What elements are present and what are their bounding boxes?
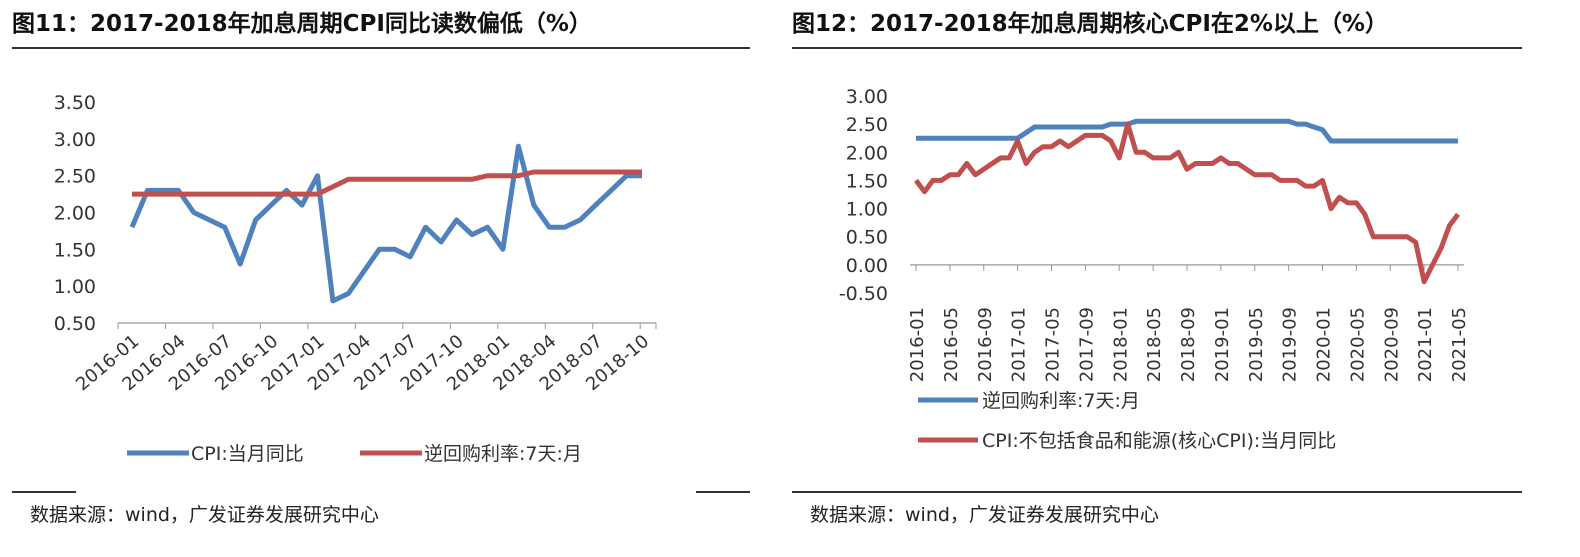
x-tick-label: 2017-09 [1076, 307, 1097, 382]
figure-11-title: 图11：2017-2018年加息周期CPI同比读数偏低（%） [12, 11, 592, 37]
y-tick-label: 1.00 [846, 199, 888, 221]
figure-11-chart: 3.503.002.502.001.501.000.502016-012016-… [54, 92, 657, 465]
figure-11-source-rule-right [696, 491, 750, 493]
x-tick-label: 2019-09 [1280, 307, 1301, 382]
x-tick-label: 2020-01 [1314, 307, 1335, 382]
x-tick-label: 2018-01 [1110, 307, 1131, 382]
y-tick-label: 1.50 [54, 239, 96, 261]
figure-12-panel: 图12：2017-2018年加息周期核心CPI在2%以上（%） 3.00 2.50… [792, 0, 1532, 557]
x-tick-label: 2018-09 [1178, 307, 1199, 382]
y-tick-label: 0.00 [846, 255, 888, 277]
y-tick-label: 3.00 [54, 129, 96, 151]
x-tick-label: 2016-09 [975, 307, 996, 382]
y-tick-label: 1.00 [54, 276, 96, 298]
legend-label-2: CPI:不包括食品和能源(核心CPI):当月同比 [982, 430, 1336, 452]
y-tick-label: 2.00 [846, 142, 888, 164]
figure-12-source-rule [792, 491, 1522, 493]
x-tick-label: 2016-01 [907, 307, 928, 382]
x-tick-label: 2021-05 [1449, 307, 1470, 382]
y-tick-label: 1.50 [846, 170, 888, 192]
x-tick-label: 2017-01 [1009, 307, 1030, 382]
x-tick-label: 2016-05 [941, 307, 962, 382]
figure-12-source: 数据来源：wind，广发证券发展研究中心 [810, 504, 1159, 526]
x-tick-label: 2019-05 [1246, 307, 1267, 382]
legend-label-1: CPI:当月同比 [191, 443, 304, 465]
x-tick-label: 2021-01 [1415, 307, 1436, 382]
figure-11-panel: 图11：2017-2018年加息周期CPI同比读数偏低（%） 3.50 3.00 2… [12, 0, 762, 557]
y-tick-label: -0.50 [839, 283, 888, 305]
x-tick-label: 2017-05 [1043, 307, 1064, 382]
series-line-2 [914, 121, 1460, 285]
y-tick-label: 2.50 [846, 114, 888, 136]
series-line-2 [132, 169, 642, 197]
series-line-1 [129, 143, 642, 304]
y-tick-label: 3.50 [54, 92, 96, 114]
x-tick-label: 2020-05 [1347, 307, 1368, 382]
legend-label-2: 逆回购利率:7天:月 [424, 443, 582, 465]
y-tick-label: 3.00 [846, 86, 888, 108]
figure-12-title: 图12：2017-2018年加息周期核心CPI在2%以上（%） [792, 11, 1388, 37]
figure-12-title-rule [792, 47, 1522, 49]
figure-12-chart: 3.00 2.50 2.00 1.50 1.00 0.50 0.00 -0.50 2016-01… [839, 86, 1470, 452]
y-tick-label: 2.50 [54, 166, 96, 188]
figure-11-source: 数据来源：wind，广发证券发展研究中心 [30, 504, 379, 526]
y-tick-label: 0.50 [846, 227, 888, 249]
y-tick-label: 0.50 [54, 313, 96, 335]
figure-11-source-rule-left [12, 491, 76, 493]
y-tick-label: 2.00 [54, 203, 96, 225]
series-line-1 [916, 118, 1458, 144]
x-tick-label: 2018-05 [1144, 307, 1165, 382]
legend-label-1: 逆回购利率:7天:月 [982, 390, 1140, 412]
figure-11-title-rule [12, 47, 750, 49]
x-tick-label: 2019-01 [1212, 307, 1233, 382]
x-tick-label: 2020-09 [1381, 307, 1402, 382]
